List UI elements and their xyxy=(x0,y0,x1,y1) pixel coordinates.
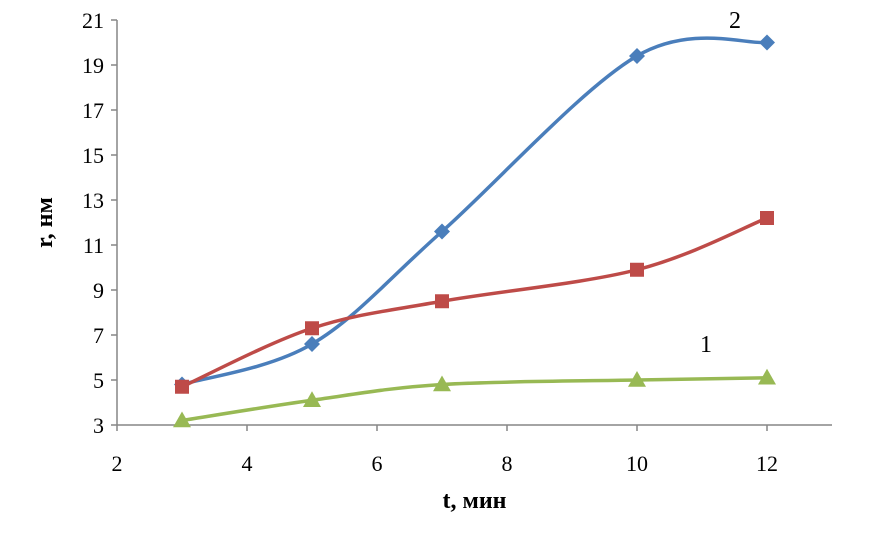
y-tick-label: 13 xyxy=(82,188,104,213)
data-point-diamond xyxy=(759,34,775,51)
data-point-square xyxy=(760,211,774,225)
data-point-diamond xyxy=(434,223,450,240)
data-point-triangle xyxy=(433,375,451,392)
series-line xyxy=(181,36,768,387)
series-label-1: 1 xyxy=(700,332,712,358)
y-tick-label: 17 xyxy=(82,98,104,123)
data-point-square xyxy=(175,379,189,394)
data-point-triangle xyxy=(173,411,191,428)
series-3: 1 xyxy=(173,332,776,428)
y-axis-title: r, нм xyxy=(32,197,58,248)
series-line xyxy=(181,376,768,423)
series-2 xyxy=(175,211,774,394)
y-tick-label: 19 xyxy=(82,53,104,78)
y-tick-label: 7 xyxy=(93,323,104,348)
data-point-diamond xyxy=(304,336,320,352)
data-point-square xyxy=(630,262,644,277)
x-tick-label: 4 xyxy=(242,451,253,476)
data-point-diamond xyxy=(629,48,645,64)
y-tick-label: 11 xyxy=(83,233,104,258)
x-tick-label: 10 xyxy=(626,451,648,476)
data-point-square xyxy=(305,321,319,336)
series-1: 2 xyxy=(174,8,775,393)
data-point-triangle xyxy=(758,368,776,385)
x-tick-label: 12 xyxy=(756,451,778,476)
x-tick-label: 8 xyxy=(502,451,513,476)
y-tick-label: 3 xyxy=(93,413,104,438)
series-layer: 21 xyxy=(173,8,776,428)
y-tick-label: 5 xyxy=(93,368,104,393)
x-tick-label: 2 xyxy=(112,451,123,476)
series-label-2: 2 xyxy=(729,8,741,34)
data-point-triangle xyxy=(303,391,321,407)
y-tick-label: 15 xyxy=(82,143,104,168)
x-tick-label: 6 xyxy=(372,451,383,476)
y-tick-label: 9 xyxy=(93,278,104,303)
data-point-square xyxy=(435,294,449,309)
x-axis-title: t, мин xyxy=(443,488,507,514)
y-tick-label: 21 xyxy=(82,8,104,33)
data-point-triangle xyxy=(628,371,646,387)
